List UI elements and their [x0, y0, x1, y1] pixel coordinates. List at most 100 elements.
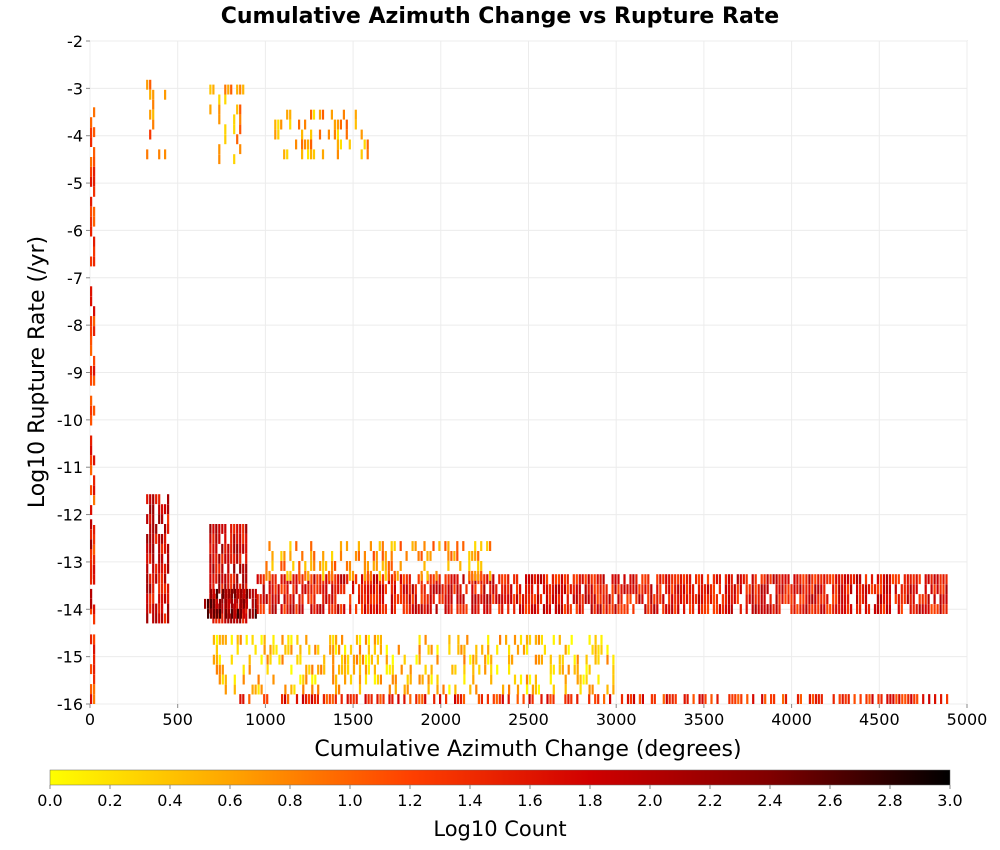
heatmap-cell	[447, 561, 450, 571]
heatmap-cell	[897, 604, 900, 614]
heatmap-cell	[423, 584, 426, 595]
heatmap-cell	[149, 89, 152, 100]
heatmap-cell	[331, 594, 334, 604]
heatmap-cell	[218, 598, 222, 609]
heatmap-cell	[415, 654, 418, 665]
heatmap-cell	[474, 570, 477, 581]
heatmap-cell	[221, 674, 224, 685]
heatmap-cell	[903, 594, 906, 604]
colorbar-tick-label: 2.6	[817, 791, 842, 810]
heatmap-cell	[588, 634, 591, 645]
heatmap-cell	[167, 553, 170, 564]
heatmap-cell	[778, 584, 781, 595]
heatmap-cell	[656, 574, 659, 585]
heatmap-cell	[423, 594, 426, 604]
heatmap-cell	[838, 594, 841, 604]
heatmap-cell	[581, 594, 584, 604]
heatmap-cell	[909, 604, 912, 614]
heatmap-cell	[545, 574, 549, 585]
heatmap-cell	[224, 573, 227, 584]
heatmap-cell	[429, 584, 432, 595]
heatmap-cell	[465, 584, 468, 595]
heatmap-cell	[271, 551, 274, 561]
heatmap-cell	[405, 551, 408, 561]
heatmap-cell	[861, 584, 865, 595]
heatmap-cell	[761, 694, 764, 704]
y-tick-label: -5	[67, 174, 83, 193]
heatmap-cell	[808, 604, 811, 614]
heatmap-cell	[289, 570, 292, 581]
heatmap-cell	[864, 604, 868, 614]
heatmap-cell	[528, 694, 531, 704]
heatmap-cell	[355, 654, 359, 665]
heatmap-cell	[483, 604, 486, 614]
heatmap-cell	[934, 694, 937, 704]
heatmap-cell	[480, 594, 483, 604]
heatmap-cell	[867, 584, 871, 595]
heatmap-cell	[369, 584, 373, 595]
heatmap-cell	[310, 109, 313, 120]
heatmap-cell	[847, 694, 850, 704]
heatmap-cell	[563, 604, 566, 614]
heatmap-cell	[233, 154, 236, 165]
heatmap-cell	[164, 524, 167, 534]
heatmap-cell	[942, 574, 945, 585]
x-tick-label: 3000	[596, 710, 637, 729]
heatmap-cell	[254, 684, 257, 695]
heatmap-cell	[466, 634, 469, 645]
heatmap-cell	[280, 604, 283, 614]
heatmap-cell	[614, 574, 617, 585]
y-tick-label: -14	[57, 600, 83, 619]
heatmap-cell	[579, 684, 582, 695]
heatmap-cell	[146, 563, 149, 574]
heatmap-cell	[763, 604, 766, 614]
heatmap-cell	[912, 574, 915, 585]
heatmap-cell	[811, 694, 814, 704]
heatmap-cell	[650, 594, 653, 604]
heatmap-cell	[167, 543, 170, 554]
y-tick-label: -6	[67, 221, 83, 240]
heatmap-cell	[417, 604, 420, 614]
heatmap-cell	[742, 574, 745, 585]
heatmap-cell	[218, 608, 222, 619]
heatmap-cell	[313, 551, 316, 561]
heatmap-cell	[572, 574, 575, 585]
heatmap-cell	[218, 524, 221, 534]
heatmap-cell	[870, 584, 874, 595]
heatmap-cell	[90, 206, 93, 217]
heatmap-cell	[399, 594, 402, 604]
heatmap-cell	[448, 634, 451, 645]
heatmap-cell	[790, 584, 793, 595]
heatmap-cell	[781, 594, 784, 604]
heatmap-cell	[218, 94, 221, 105]
heatmap-cell	[548, 604, 551, 614]
heatmap-cell	[611, 574, 614, 585]
heatmap-cell	[683, 594, 686, 604]
heatmap-cell	[358, 644, 362, 655]
heatmap-cell	[418, 674, 421, 685]
heatmap-cell	[421, 674, 424, 685]
heatmap-cell	[158, 553, 161, 564]
heatmap-cell	[674, 694, 677, 704]
heatmap-cell	[796, 604, 799, 614]
heatmap-cell	[808, 584, 811, 595]
heatmap-cell	[484, 664, 487, 675]
heatmap-cell	[355, 574, 358, 585]
heatmap-cell	[549, 674, 552, 685]
heatmap-cell	[317, 644, 320, 655]
heatmap-cell	[754, 604, 757, 614]
heatmap-cell	[739, 604, 742, 614]
heatmap-cell	[331, 551, 334, 561]
heatmap-cell	[700, 574, 704, 585]
y-tick-label: -7	[67, 269, 83, 288]
heatmap-cell	[332, 644, 335, 655]
heatmap-cell	[543, 644, 546, 655]
heatmap-cell	[161, 613, 164, 624]
heatmap-cell	[233, 114, 236, 125]
heatmap-cell	[459, 594, 462, 604]
heatmap-cell	[239, 124, 242, 135]
heatmap-cell	[361, 654, 365, 665]
heatmap-cell	[903, 584, 906, 595]
x-tick-label: 4000	[771, 710, 812, 729]
heatmap-cell	[93, 564, 96, 575]
